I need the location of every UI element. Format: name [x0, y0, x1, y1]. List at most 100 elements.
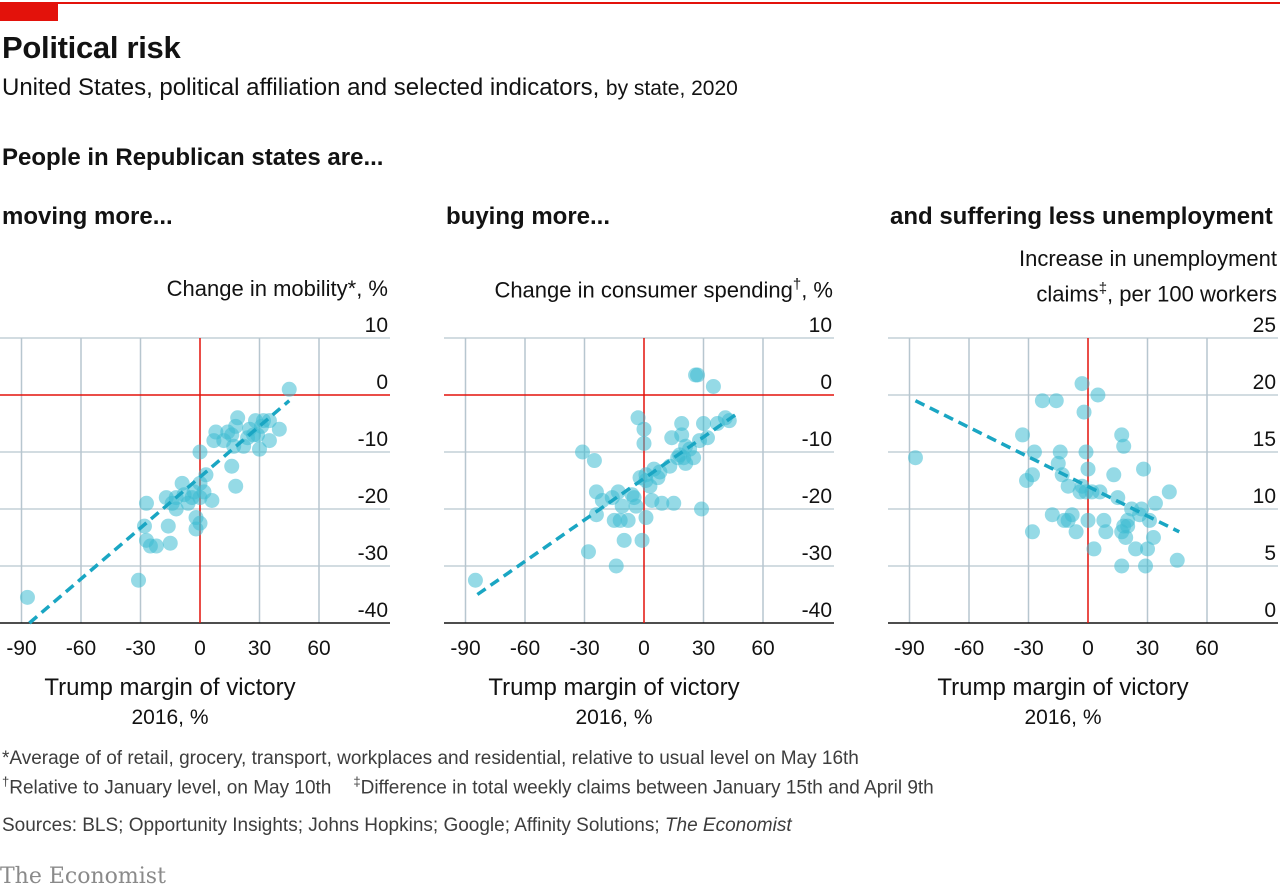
- data-point: [148, 538, 164, 554]
- data-point: [261, 433, 277, 449]
- chart-title: Political risk: [2, 30, 181, 65]
- y-tick-label: 25: [1253, 314, 1276, 337]
- data-point: [1024, 467, 1040, 483]
- data-point: [1052, 444, 1068, 460]
- data-point: [1114, 558, 1130, 574]
- panel-2-xlabel: Trump margin of victory: [488, 674, 740, 701]
- data-point: [271, 421, 287, 437]
- data-point: [1169, 552, 1185, 568]
- data-point: [1015, 427, 1031, 443]
- panel-3-ylabel-mark: ‡: [1098, 280, 1108, 297]
- data-point: [694, 501, 710, 517]
- data-point: [628, 498, 644, 514]
- footnote-2a-mark: †: [2, 774, 10, 789]
- x-tick-label: 30: [692, 637, 715, 660]
- y-tick-label: -10: [358, 428, 388, 451]
- data-point: [1138, 558, 1154, 574]
- y-tick-label: 10: [809, 314, 832, 337]
- x-tick-label: -30: [125, 637, 155, 660]
- data-point: [616, 532, 632, 548]
- panel-2-xlabel-sub: 2016, %: [575, 706, 653, 729]
- panel-3-ylabel-suffix: , per 100 workers: [1107, 281, 1277, 307]
- data-point: [1086, 541, 1102, 557]
- data-point: [666, 495, 682, 511]
- data-point: [1080, 461, 1096, 477]
- data-point: [230, 410, 246, 426]
- y-tick-label: -40: [802, 599, 832, 622]
- panel-2-ylabel-suffix: , %: [801, 277, 833, 303]
- y-tick-label: 20: [1253, 371, 1276, 394]
- data-point: [614, 498, 630, 514]
- data-point: [586, 453, 602, 469]
- y-tick-label: 10: [1253, 485, 1276, 508]
- x-tick-label: -30: [569, 637, 599, 660]
- data-point: [638, 510, 654, 526]
- data-point: [1136, 461, 1152, 477]
- data-point: [1060, 478, 1076, 494]
- y-tick-label: 15: [1253, 428, 1276, 451]
- data-point: [580, 544, 596, 560]
- data-point: [1050, 455, 1066, 471]
- data-point: [620, 512, 636, 528]
- data-point: [1145, 530, 1161, 545]
- y-tick-label: 10: [365, 314, 388, 337]
- data-point: [1074, 376, 1090, 392]
- data-point: [19, 589, 35, 605]
- y-tick-label: 0: [1264, 599, 1276, 622]
- panel-3-xlabel: Trump margin of victory: [937, 674, 1189, 701]
- data-point: [636, 435, 652, 451]
- data-point: [1120, 518, 1136, 534]
- y-tick-label: -30: [802, 542, 832, 565]
- data-point: [1128, 541, 1144, 557]
- y-tick-label: -20: [358, 485, 388, 508]
- data-point: [198, 467, 214, 483]
- footnote-1: *Average of of retail, grocery, transpor…: [2, 748, 859, 769]
- panel-3-heading: and suffering less unemployment: [890, 203, 1273, 230]
- data-point: [467, 572, 483, 588]
- panel-1-heading: moving more...: [2, 203, 173, 230]
- y-tick-label: 0: [820, 371, 832, 394]
- top-red-rule: [0, 2, 1280, 4]
- sources-note: Sources: BLS; Opportunity Insights; John…: [2, 815, 792, 837]
- top-red-tag: [0, 2, 58, 21]
- x-tick-label: -60: [66, 637, 96, 660]
- data-point: [610, 484, 626, 500]
- data-point: [699, 430, 715, 446]
- data-point: [575, 444, 591, 460]
- x-tick-label: 30: [248, 637, 271, 660]
- data-point: [674, 416, 690, 431]
- x-tick-label: 0: [194, 637, 206, 660]
- trend-line: [914, 399, 1181, 534]
- panel-3-xlabel-sub: 2016, %: [1024, 706, 1102, 729]
- y-tick-label: -10: [802, 428, 832, 451]
- data-point: [1090, 387, 1106, 403]
- data-point: [705, 378, 721, 394]
- x-tick-label: 0: [1082, 637, 1094, 660]
- panel-3-chart: 25 20 15 10 5 0 -90 -60 -30 0 30 60: [888, 314, 1278, 660]
- data-point: [1048, 393, 1064, 409]
- x-tick-label: -90: [450, 637, 480, 660]
- data-point: [261, 413, 277, 429]
- x-tick-label: -90: [6, 637, 36, 660]
- data-point: [1080, 512, 1096, 528]
- data-point: [281, 381, 297, 397]
- subtitle-small: by state, 2020: [605, 77, 738, 100]
- data-point: [636, 421, 652, 437]
- sources-prefix: Sources: BLS; Opportunity Insights; John…: [2, 815, 665, 836]
- data-point: [608, 558, 624, 574]
- chart-subtitle: United States, political affiliation and…: [2, 74, 738, 102]
- y-tick-label: -30: [358, 542, 388, 565]
- data-point: [907, 450, 923, 466]
- data-point: [686, 450, 702, 466]
- data-point: [1106, 467, 1122, 483]
- x-tick-label: 0: [638, 637, 650, 660]
- panel-3-ylabel-line2: claims: [1036, 281, 1099, 307]
- data-point: [174, 475, 190, 491]
- data-point: [630, 410, 646, 426]
- panel-2-ylabel: Change in consumer spending†, %: [494, 276, 833, 303]
- data-point: [162, 535, 178, 551]
- data-point: [168, 501, 184, 517]
- panel-3-ylabel: Increase in unemployment claims‡, per 100…: [1019, 244, 1277, 309]
- data-point: [1044, 507, 1060, 523]
- x-tick-label: -90: [894, 637, 924, 660]
